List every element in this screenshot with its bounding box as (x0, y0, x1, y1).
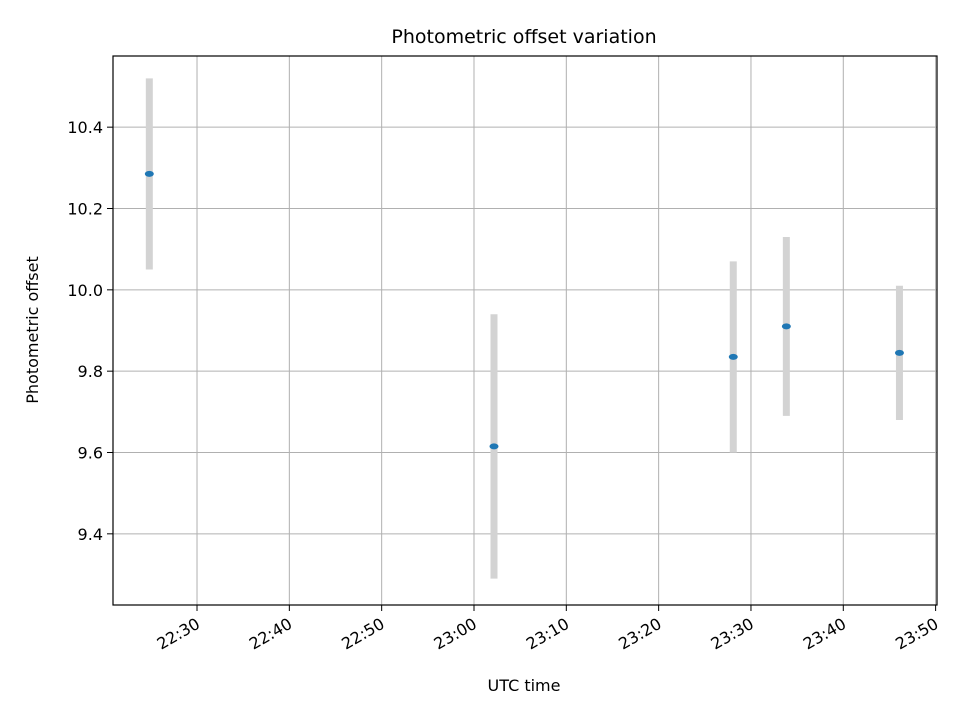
data-points (144, 170, 904, 450)
x-tick-label: 22:50 (338, 614, 387, 654)
data-point (894, 349, 904, 356)
data-point (144, 170, 154, 177)
y-tick-label: 10.0 (67, 281, 103, 300)
y-axis-label: Photometric offset (23, 256, 42, 404)
data-point (728, 353, 738, 360)
x-tick-label: 22:40 (246, 614, 295, 654)
x-axis-ticks: 22:30 22:40 22:50 23:00 23:10 23:20 23:30 23:40… (154, 605, 942, 654)
x-tick-label: 23:50 (892, 614, 941, 654)
y-tick-label: 9.4 (78, 525, 103, 544)
x-tick-label: 23:00 (431, 614, 480, 654)
data-point (781, 323, 791, 330)
plot-frame (112, 55, 938, 606)
x-tick-label: 22:30 (154, 614, 203, 654)
data-point (489, 443, 499, 450)
y-tick-label: 10.2 (67, 200, 103, 219)
x-tick-label: 23:40 (800, 614, 849, 654)
y-tick-label: 9.8 (78, 362, 103, 381)
y-tick-label: 9.6 (78, 444, 103, 463)
x-tick-label: 23:10 (523, 614, 572, 654)
x-tick-label: 23:20 (615, 614, 664, 654)
x-tick-label: 23:30 (708, 614, 757, 654)
chart-title: Photometric offset variation (391, 26, 656, 48)
y-tick-label: 10.4 (67, 118, 103, 137)
grid (113, 56, 937, 605)
x-axis-label: UTC time (488, 676, 561, 695)
y-axis-ticks: 9.4 9.6 9.8 10.0 10.2 10.4 (67, 118, 113, 544)
